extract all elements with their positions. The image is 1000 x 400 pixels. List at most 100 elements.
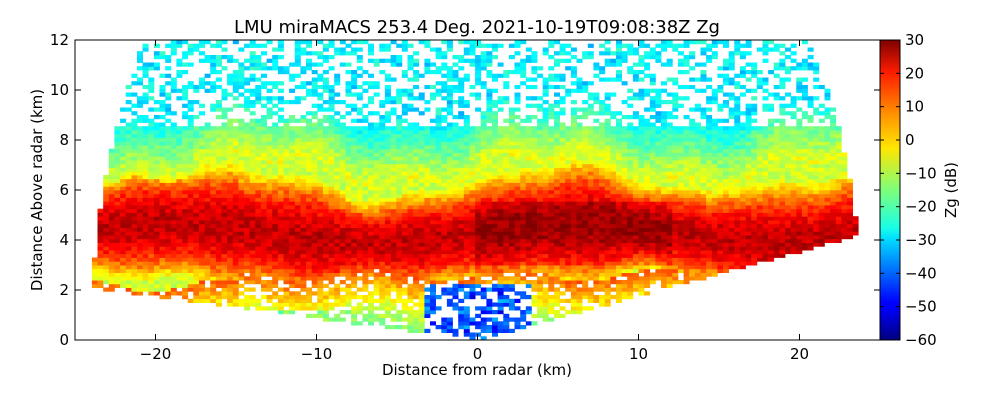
reflectivity-cell [424, 193, 431, 198]
reflectivity-cell [351, 208, 358, 213]
reflectivity-cell [469, 272, 476, 277]
reflectivity-cell [458, 250, 465, 255]
reflectivity-cell [717, 186, 724, 191]
reflectivity-cell [255, 156, 262, 161]
reflectivity-cell [480, 272, 487, 277]
reflectivity-cell [210, 216, 217, 221]
reflectivity-cell [418, 167, 425, 172]
reflectivity-cell [232, 186, 239, 191]
reflectivity-cell [514, 227, 521, 232]
reflectivity-cell [187, 182, 194, 187]
reflectivity-cell [824, 160, 831, 165]
reflectivity-cell [542, 313, 549, 318]
reflectivity-cell [159, 216, 166, 221]
reflectivity-cell [232, 283, 239, 288]
reflectivity-cell [570, 171, 577, 176]
reflectivity-cell [334, 238, 341, 243]
reflectivity-cell [170, 190, 177, 195]
reflectivity-cell [390, 257, 397, 262]
reflectivity-cell [570, 298, 577, 303]
reflectivity-cell [368, 246, 374, 251]
reflectivity-cell [170, 167, 177, 172]
reflectivity-cell [661, 238, 667, 243]
reflectivity-cell [672, 212, 679, 217]
reflectivity-cell [728, 212, 735, 217]
reflectivity-cell [368, 190, 374, 195]
reflectivity-cell [407, 257, 414, 262]
reflectivity-cell [497, 193, 504, 198]
reflectivity-cell [379, 298, 386, 303]
reflectivity-cell [565, 272, 572, 277]
reflectivity-cell [570, 287, 577, 292]
reflectivity-cell [452, 205, 459, 210]
reflectivity-cell [148, 250, 155, 255]
reflectivity-cell [153, 223, 160, 228]
reflectivity-cell [97, 257, 104, 262]
reflectivity-cell [221, 268, 228, 273]
reflectivity-cell [745, 261, 752, 266]
reflectivity-cell [582, 272, 589, 277]
reflectivity-cell [238, 253, 245, 258]
reflectivity-cell [672, 216, 679, 221]
reflectivity-cell [706, 223, 713, 228]
reflectivity-cell [153, 246, 160, 251]
reflectivity-cell [289, 272, 296, 277]
reflectivity-cell [621, 291, 628, 296]
reflectivity-cell [334, 298, 341, 303]
reflectivity-cell [401, 272, 408, 277]
reflectivity-cell [125, 212, 132, 217]
reflectivity-cell [728, 235, 735, 240]
reflectivity-cell [559, 216, 566, 221]
reflectivity-cell [317, 295, 324, 300]
reflectivity-cell [582, 287, 589, 292]
reflectivity-cell [430, 197, 436, 202]
reflectivity-cell [187, 261, 194, 266]
reflectivity-cell [199, 223, 205, 228]
reflectivity-cell [818, 205, 825, 210]
reflectivity-cell [768, 186, 775, 191]
reflectivity-cell [373, 276, 380, 281]
reflectivity-cell [604, 280, 611, 285]
reflectivity-cell [739, 156, 746, 161]
reflectivity-cell [322, 223, 329, 228]
reflectivity-cell [452, 197, 459, 202]
reflectivity-cell [717, 197, 724, 202]
reflectivity-cell [283, 238, 290, 243]
reflectivity-cell [475, 257, 482, 262]
reflectivity-cell [514, 216, 521, 221]
reflectivity-cell [756, 235, 763, 240]
reflectivity-cell [537, 197, 544, 202]
reflectivity-cell [142, 212, 149, 217]
reflectivity-cell [531, 220, 538, 225]
reflectivity-cell [638, 280, 645, 285]
reflectivity-cell [452, 175, 459, 180]
reflectivity-cell [677, 208, 684, 213]
reflectivity-cell [424, 268, 431, 273]
reflectivity-cell [114, 223, 121, 228]
reflectivity-cell [537, 163, 544, 168]
reflectivity-cell [435, 201, 442, 206]
reflectivity-cell [711, 227, 718, 232]
reflectivity-cell [249, 182, 256, 187]
reflectivity-cell [379, 163, 386, 168]
reflectivity-cell [677, 212, 684, 217]
reflectivity-cell [751, 186, 758, 191]
reflectivity-cell [384, 178, 391, 183]
plot-area [75, 40, 880, 340]
reflectivity-cell [570, 302, 577, 307]
reflectivity-cell [148, 242, 155, 247]
reflectivity-cell [193, 227, 200, 232]
reflectivity-cell [441, 178, 448, 183]
reflectivity-cell [120, 272, 127, 277]
reflectivity-cell [108, 171, 115, 176]
reflectivity-cell [328, 306, 335, 311]
reflectivity-cell [458, 182, 465, 187]
reflectivity-cell [649, 238, 656, 243]
reflectivity-cell [610, 156, 617, 161]
reflectivity-cell [582, 197, 589, 202]
reflectivity-cell [542, 182, 549, 187]
reflectivity-cell [480, 242, 487, 247]
reflectivity-cell [593, 201, 600, 206]
reflectivity-cell [497, 212, 504, 217]
reflectivity-cell [322, 295, 329, 300]
